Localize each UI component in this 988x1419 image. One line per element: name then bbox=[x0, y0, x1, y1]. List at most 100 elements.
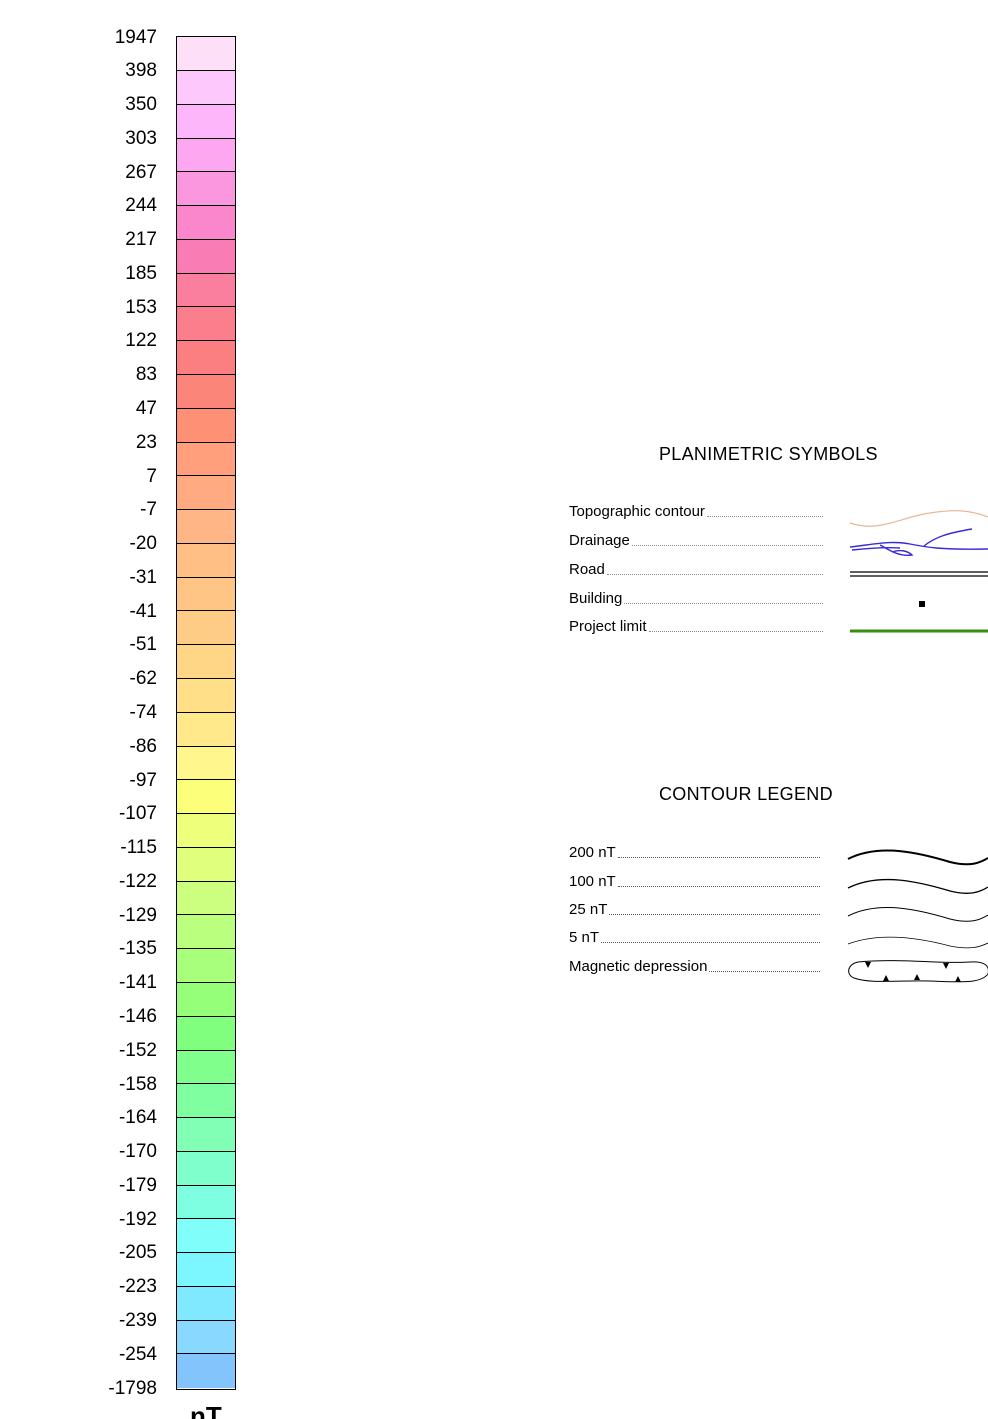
scale-tick-label: -41 bbox=[129, 600, 157, 622]
scale-divider bbox=[177, 1285, 235, 1287]
scale-tick-label: 398 bbox=[125, 60, 157, 82]
scale-tick-label: -192 bbox=[118, 1208, 157, 1230]
legend-row-25nt: 25 nT bbox=[569, 901, 820, 919]
legend-label: Project limit bbox=[569, 618, 649, 636]
scale-swatch bbox=[177, 408, 235, 443]
scale-tick-label: -62 bbox=[129, 668, 157, 690]
leader-dots bbox=[624, 603, 823, 604]
road-symbol bbox=[850, 571, 988, 577]
scale-swatch bbox=[177, 476, 235, 511]
scale-swatch bbox=[177, 543, 235, 578]
scale-divider bbox=[177, 610, 235, 612]
scale-divider bbox=[177, 711, 235, 713]
scale-tick-label: -20 bbox=[129, 533, 157, 555]
scale-tick-label: -152 bbox=[118, 1039, 157, 1061]
scale-swatch bbox=[177, 644, 235, 680]
scale-swatch bbox=[177, 1252, 235, 1288]
scale-tick-label: 122 bbox=[125, 330, 157, 352]
scale-swatch bbox=[177, 1084, 235, 1119]
scale-swatch bbox=[177, 1185, 235, 1220]
scale-divider bbox=[177, 813, 235, 815]
scale-tick-label: -146 bbox=[118, 1005, 157, 1027]
scale-swatch bbox=[177, 70, 235, 106]
scale-tick-label: -122 bbox=[118, 870, 157, 892]
scale-unit-label: nT bbox=[190, 1401, 222, 1419]
scale-swatch bbox=[177, 138, 235, 173]
scale-tick-label: -107 bbox=[118, 803, 157, 825]
scale-swatch bbox=[177, 1320, 235, 1355]
scale-swatch bbox=[177, 1117, 235, 1153]
legend-label: 200 nT bbox=[569, 844, 618, 862]
building-symbol bbox=[919, 601, 925, 607]
scale-divider bbox=[177, 981, 235, 983]
legend-row-200nt: 200 nT bbox=[569, 844, 820, 862]
scale-swatch bbox=[177, 813, 235, 849]
scale-divider bbox=[177, 374, 235, 375]
leader-dots bbox=[617, 886, 820, 887]
planimetric-symbols-title: PLANIMETRIC SYMBOLS bbox=[659, 444, 878, 464]
scale-tick-label: 83 bbox=[135, 364, 157, 386]
scale-divider bbox=[177, 914, 235, 916]
leader-dots bbox=[706, 516, 823, 517]
contour-legend-title: CONTOUR LEGEND bbox=[659, 784, 833, 804]
color-scale-bar bbox=[176, 36, 236, 1390]
scale-divider bbox=[177, 1353, 235, 1355]
scale-tick-label: -7 bbox=[140, 499, 157, 521]
scale-divider bbox=[177, 576, 235, 578]
leader-dots bbox=[709, 971, 820, 972]
scale-swatch bbox=[177, 37, 235, 72]
scale-tick-label: 217 bbox=[125, 229, 157, 251]
legend-label: Topographic contour bbox=[569, 503, 707, 521]
scale-swatch bbox=[177, 1151, 235, 1186]
scale-swatch bbox=[177, 948, 235, 984]
scale-tick-label: 350 bbox=[125, 94, 157, 116]
scale-divider bbox=[177, 1049, 235, 1051]
planimetric-symbols-graphics bbox=[849, 510, 988, 633]
scale-divider bbox=[177, 171, 235, 173]
scale-tick-label: -115 bbox=[120, 837, 157, 859]
scale-tick-label: -97 bbox=[129, 769, 157, 791]
contour-100nt-symbol bbox=[847, 878, 988, 894]
legend-row-building: Building bbox=[569, 590, 823, 608]
legend-row-100nt: 100 nT bbox=[569, 873, 820, 891]
scale-divider bbox=[177, 677, 235, 679]
scale-tick-label: -74 bbox=[129, 702, 157, 723]
scale-divider bbox=[177, 70, 235, 72]
scale-divider bbox=[177, 272, 235, 274]
leader-dots bbox=[606, 574, 823, 575]
scale-tick-label: -1798 bbox=[108, 1377, 157, 1399]
scale-tick-label: -170 bbox=[118, 1141, 157, 1163]
scale-divider bbox=[177, 1184, 235, 1186]
scale-divider bbox=[177, 1015, 235, 1017]
scale-swatch bbox=[177, 340, 235, 376]
scale-swatch bbox=[177, 1050, 235, 1085]
scale-divider bbox=[177, 1150, 235, 1152]
contour-5nt-symbol bbox=[847, 936, 988, 949]
scale-tick-label: 1947 bbox=[114, 26, 157, 48]
legend-row-5nt: 5 nT bbox=[569, 929, 820, 947]
scale-swatch bbox=[177, 509, 235, 545]
scale-swatch bbox=[177, 374, 235, 410]
scale-divider bbox=[177, 745, 235, 747]
scale-swatch bbox=[177, 239, 235, 274]
scale-divider bbox=[177, 1218, 235, 1220]
scale-swatch bbox=[177, 172, 235, 207]
legend-label: Drainage bbox=[569, 532, 632, 550]
scale-divider bbox=[177, 509, 235, 511]
scale-divider bbox=[177, 238, 235, 240]
scale-swatch bbox=[177, 273, 235, 308]
scale-tick-label: 185 bbox=[125, 262, 157, 284]
drainage-symbol bbox=[849, 528, 988, 557]
legend-label: Road bbox=[569, 561, 607, 579]
legend-row-topographic-contour: Topographic contour bbox=[569, 503, 823, 521]
topographic-contour-symbol bbox=[849, 510, 988, 527]
scale-tick-label: -164 bbox=[118, 1107, 157, 1129]
scale-divider bbox=[177, 205, 235, 207]
scale-swatch bbox=[177, 678, 235, 713]
scale-swatch bbox=[177, 1016, 235, 1051]
leader-dots bbox=[617, 857, 820, 858]
scale-divider bbox=[177, 103, 235, 105]
scale-tick-label: 267 bbox=[125, 161, 157, 183]
scale-tick-label: 153 bbox=[125, 296, 157, 318]
